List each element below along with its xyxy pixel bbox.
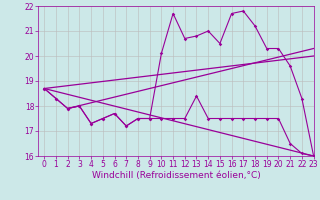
X-axis label: Windchill (Refroidissement éolien,°C): Windchill (Refroidissement éolien,°C) [92,171,260,180]
